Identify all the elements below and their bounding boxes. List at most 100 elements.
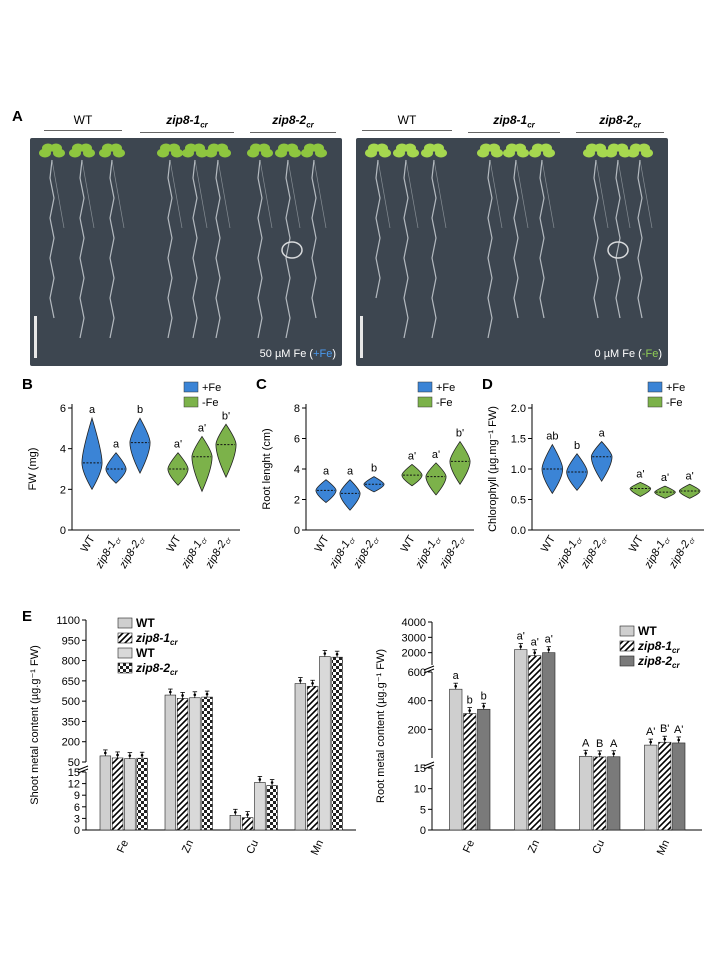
bar: [189, 697, 201, 831]
y-tick-label: 650: [62, 676, 80, 688]
bar: [306, 685, 319, 831]
header-wt-right: WT: [362, 113, 452, 131]
legend-swatch: [417, 396, 433, 408]
leaf: [540, 143, 552, 153]
root: [109, 159, 115, 339]
data-point: [612, 752, 615, 756]
y-axis-label: Chlorophyll (µg.mg⁻¹ FW): [487, 406, 499, 532]
lateral-root: [169, 159, 183, 229]
y-tick-label: 1.5: [511, 434, 526, 446]
condition-label-minus-fe: 0 µM Fe (-Fe): [595, 348, 662, 360]
y-tick-label: 400: [408, 696, 426, 708]
header-text: WT: [73, 113, 93, 127]
bubble: [281, 241, 303, 259]
significance-letter: a': [545, 634, 553, 646]
data-point: [482, 704, 485, 708]
leaf: [638, 143, 650, 153]
significance-letter: b': [456, 428, 464, 440]
header-text: zip8-1: [493, 113, 528, 127]
lateral-root: [617, 159, 631, 229]
y-tick-label: 350: [62, 716, 80, 728]
significance-letter: A': [674, 724, 683, 736]
legend-label: -Fe: [436, 397, 453, 409]
bar: [294, 683, 307, 831]
data-point: [246, 813, 249, 816]
y-tick-label: 0: [420, 825, 426, 837]
legend-swatch: [647, 396, 663, 408]
violin: [678, 483, 701, 499]
leaf: [488, 143, 500, 153]
legend-label: WT: [136, 616, 155, 630]
root: [539, 159, 545, 319]
data-point: [205, 692, 209, 696]
y-tick-label: 9: [74, 790, 80, 802]
root: [615, 159, 621, 319]
significance-letter: a': [636, 468, 644, 480]
significance-letter: A': [646, 726, 655, 738]
leaf: [594, 143, 606, 153]
data-point: [519, 645, 522, 648]
lateral-root: [433, 159, 447, 229]
significance-letter: B: [596, 738, 603, 750]
y-tick-label: 200: [62, 737, 80, 749]
y-tick-label: 600: [408, 667, 426, 679]
lateral-root: [595, 159, 609, 229]
significance-letter: a': [686, 470, 694, 482]
violin: [167, 452, 189, 486]
seedling-photo-minus-fe: 0 µM Fe (-Fe): [356, 138, 668, 366]
lateral-root: [111, 159, 125, 229]
significance-letter: ab: [546, 431, 558, 443]
y-tick-label: 3: [74, 813, 80, 825]
y-tick-label: 500: [62, 696, 80, 708]
lateral-root: [515, 159, 529, 229]
significance-letter: a: [89, 404, 96, 416]
bar: [542, 652, 556, 831]
x-tick-label: Mn: [309, 838, 326, 857]
x-tick-sub: cr: [114, 536, 123, 545]
panel-label-a: A: [12, 108, 23, 125]
seedling: [247, 143, 273, 339]
root: [403, 159, 409, 339]
root: [311, 159, 317, 319]
x-tick-label: Fe: [461, 838, 477, 855]
data-point: [649, 740, 652, 744]
leaf: [312, 143, 324, 153]
data-point: [547, 648, 550, 651]
violin: [191, 435, 213, 493]
x-tick-label: Mn: [655, 838, 672, 857]
legend-label: zip8-2cr: [135, 661, 178, 677]
leaf: [286, 143, 298, 153]
data-point: [533, 651, 536, 655]
legend-swatch: [117, 632, 133, 644]
header-zip81-right: zip8-1cr: [468, 113, 560, 134]
bar: [176, 698, 189, 831]
header-zip81-left: zip8-1cr: [140, 113, 234, 134]
axis-break: [80, 765, 358, 770]
significance-letter: a': [174, 439, 182, 451]
bar: [449, 688, 463, 831]
lateral-root: [217, 159, 231, 229]
legend-swatch: [117, 647, 133, 659]
data-point: [663, 737, 666, 741]
condition-tag: -Fe: [641, 348, 659, 360]
data-point: [128, 754, 132, 757]
bar: [331, 656, 343, 831]
data-point: [598, 752, 601, 756]
seedling-photo-plus-fe: 50 µM Fe (+Fe): [30, 138, 342, 366]
x-tick-label: zip8-1cr: [554, 533, 585, 572]
violin: [81, 416, 103, 491]
seedling: [421, 143, 447, 339]
y-tick-label: 2.0: [511, 403, 526, 415]
y-tick-label: 15: [414, 763, 426, 775]
header-wt-left: WT: [44, 113, 122, 131]
bar: [164, 694, 177, 831]
y-axis-label: FW (mg): [27, 448, 39, 491]
legend-label: +Fe: [436, 382, 455, 394]
violin: [401, 463, 423, 487]
bar: [672, 742, 686, 831]
condition-suffix: ): [658, 348, 662, 360]
break-mark: [77, 765, 89, 771]
x-tick-label: zip8-2cr: [578, 533, 609, 572]
x-tick-label: zip8-2cr: [437, 533, 468, 572]
